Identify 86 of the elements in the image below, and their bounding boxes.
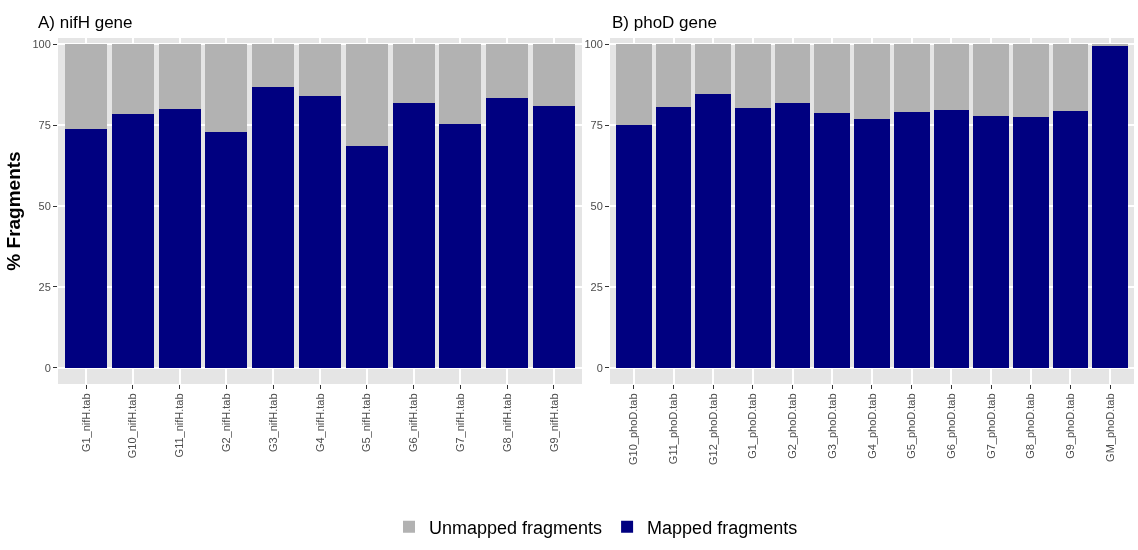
bar — [973, 44, 1009, 116]
x-tick-label: G6_nifH.tab — [407, 393, 420, 453]
bar — [252, 44, 295, 87]
bar — [893, 111, 930, 368]
y-axis-title: % Fragments — [3, 151, 25, 271]
bar — [252, 86, 295, 368]
y-tick-label: 75 — [38, 119, 51, 132]
bar — [933, 109, 970, 368]
chart-title: B) phoD gene — [612, 13, 717, 32]
bar — [655, 44, 692, 107]
x-tick-label: G8_nifH.tab — [500, 393, 513, 453]
y-tick-label: 75 — [590, 119, 603, 132]
y-tick-label: 0 — [44, 361, 51, 374]
bar — [854, 118, 890, 368]
bar — [973, 115, 1009, 368]
bar — [695, 93, 732, 368]
x-tick-label: G2_phoD.tab — [786, 393, 799, 459]
bar — [111, 113, 154, 368]
y-tick-label: 25 — [38, 280, 51, 293]
bar — [814, 113, 851, 368]
y-tick-label: 50 — [590, 200, 603, 212]
bar — [615, 44, 652, 125]
x-tick-label: G3_nifH.tab — [266, 393, 279, 453]
y-tick-label: 100 — [32, 38, 51, 51]
x-tick-label: G2_nifH.tab — [220, 393, 232, 453]
bar — [1052, 44, 1089, 111]
bar — [345, 44, 388, 147]
x-tick-label: G9_nifH.tab — [547, 393, 560, 453]
x-tick-label: G11_nifH.tab — [173, 393, 186, 458]
x-tick-label: G4_phoD.tab — [865, 393, 878, 459]
bar — [298, 95, 342, 368]
bar — [298, 44, 342, 96]
bar — [392, 44, 435, 103]
bar — [1052, 110, 1089, 368]
y-tick-label: 25 — [590, 280, 603, 293]
bar — [933, 44, 970, 110]
bar — [111, 44, 154, 114]
bar — [392, 102, 435, 368]
x-tick-label: G6_phoD.tab — [944, 393, 957, 459]
x-tick-label: G10_nifH.tab — [126, 393, 139, 459]
x-tick-label: G10_phoD.tab — [627, 393, 640, 465]
bar — [615, 124, 652, 368]
bar — [532, 105, 575, 368]
legend-label: Mapped fragments — [647, 517, 798, 538]
bar — [774, 44, 811, 103]
bar — [486, 97, 529, 368]
bar — [893, 44, 930, 112]
y-tick-label: 0 — [596, 361, 603, 374]
x-tick-label: G7_phoD.tab — [984, 393, 997, 459]
x-tick-label: G5_nifH.tab — [360, 393, 373, 453]
bar — [735, 107, 771, 368]
y-tick-label: 50 — [38, 200, 51, 212]
x-tick-label: G8_phoD.tab — [1024, 393, 1037, 459]
x-tick-label: G7_nifH.tab — [453, 393, 466, 453]
chart-title: A) nifH gene — [38, 13, 133, 32]
bar — [1012, 44, 1049, 117]
bar — [1092, 45, 1129, 368]
bar — [1012, 116, 1049, 368]
bar — [65, 128, 108, 368]
bar — [205, 132, 248, 368]
y-tick-label: 100 — [584, 38, 603, 51]
x-tick-label: G3_phoD.tab — [825, 393, 838, 459]
x-tick-label: G4_nifH.tab — [313, 393, 326, 453]
bar — [486, 44, 529, 98]
bar — [854, 44, 890, 119]
bar — [814, 44, 851, 114]
bar — [655, 106, 692, 368]
x-tick-label: G1_nifH.tab — [79, 393, 92, 453]
bar — [532, 44, 575, 106]
x-tick-label: G1_phoD.tab — [746, 393, 759, 459]
x-tick-label: GM_phoD.tab — [1103, 393, 1116, 462]
bar — [439, 123, 482, 368]
x-tick-label: G5_phoD.tab — [905, 393, 918, 459]
x-tick-label: G9_phoD.tab — [1064, 393, 1077, 459]
bar — [774, 102, 811, 368]
bar — [65, 44, 108, 129]
x-tick-label: G11_phoD.tab — [667, 393, 680, 465]
bar — [345, 146, 388, 368]
bar — [439, 44, 482, 124]
bar — [735, 44, 771, 108]
legend-label: Unmapped fragments — [429, 517, 603, 538]
x-tick-label: G12_phoD.tab — [706, 393, 719, 465]
bar — [205, 44, 248, 133]
bar — [158, 109, 201, 368]
bar — [695, 44, 732, 94]
bar — [158, 44, 201, 110]
